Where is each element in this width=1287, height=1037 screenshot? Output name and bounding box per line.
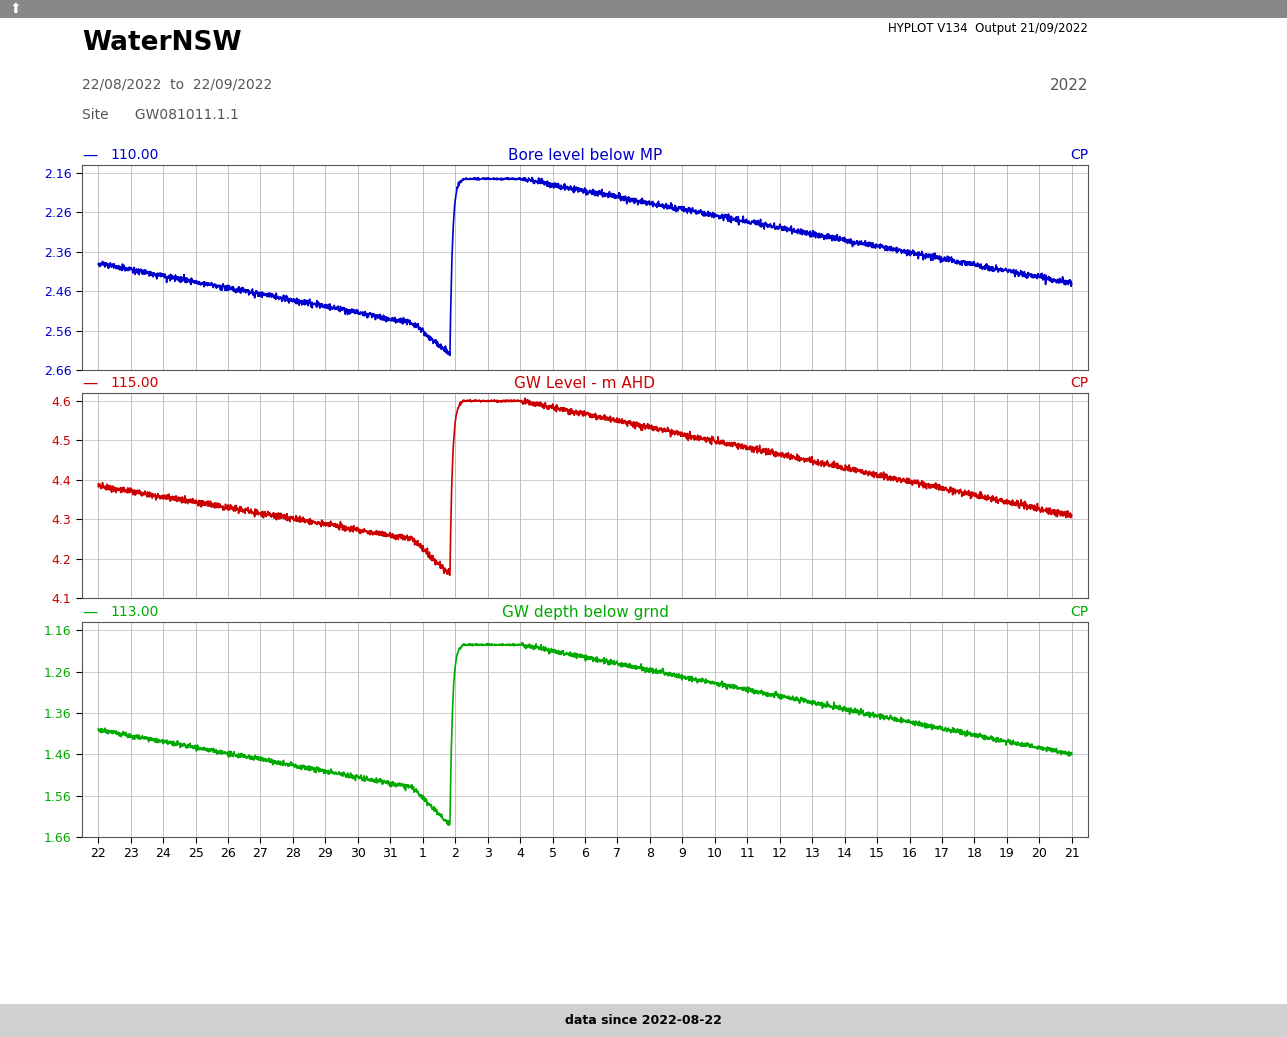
Text: Site      GW081011.1.1: Site GW081011.1.1 — [82, 108, 239, 122]
Text: GW Level - m AHD: GW Level - m AHD — [515, 375, 655, 391]
Text: GW depth below grnd: GW depth below grnd — [502, 605, 668, 619]
Text: 22/08/2022  to  22/09/2022: 22/08/2022 to 22/09/2022 — [82, 78, 273, 92]
Text: ⬆: ⬆ — [9, 2, 22, 16]
Text: data since 2022-08-22: data since 2022-08-22 — [565, 1014, 722, 1028]
Text: CP: CP — [1069, 148, 1088, 162]
Text: Bore level below MP: Bore level below MP — [508, 147, 662, 163]
Text: 110.00: 110.00 — [111, 148, 158, 162]
Text: 2022: 2022 — [1049, 78, 1088, 93]
Text: CP: CP — [1069, 605, 1088, 619]
Text: —: — — [82, 147, 98, 163]
Text: CP: CP — [1069, 376, 1088, 390]
Text: —: — — [82, 605, 98, 619]
Text: 113.00: 113.00 — [111, 605, 158, 619]
Text: 115.00: 115.00 — [111, 376, 158, 390]
Text: HYPLOT V134  Output 21/09/2022: HYPLOT V134 Output 21/09/2022 — [888, 22, 1088, 35]
Text: —: — — [82, 375, 98, 391]
Text: WaterNSW: WaterNSW — [82, 30, 242, 56]
